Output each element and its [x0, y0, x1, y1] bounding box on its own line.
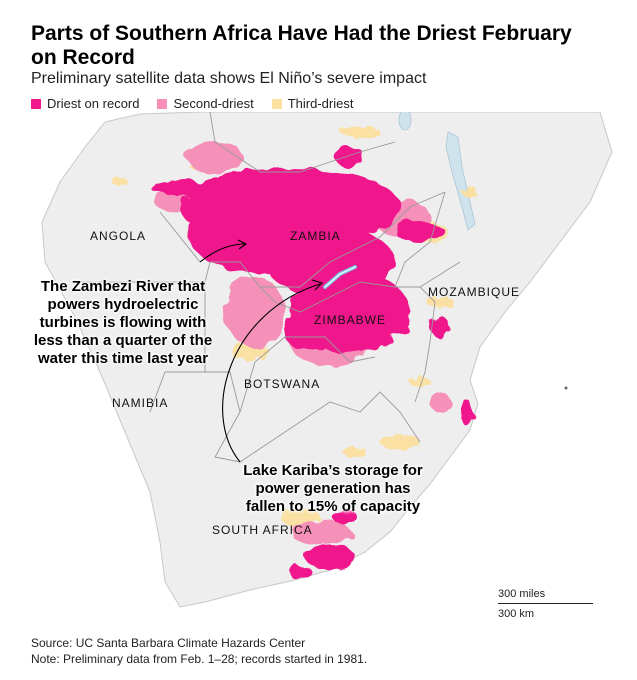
annotation-kariba: Lake Kariba’s storage for power generati… [243, 462, 423, 515]
legend-item-second-driest: Second-driest [157, 96, 254, 111]
legend-swatch-second-driest [157, 98, 168, 109]
scale-bar: 300 miles 300 km [498, 588, 593, 620]
legend-swatch-third-driest [271, 98, 282, 109]
annotation-zambezi: The Zambezi River that powers hydroelect… [33, 278, 213, 367]
label-zimbabwe: ZIMBABWE [314, 313, 386, 327]
lake-malawi [445, 131, 476, 231]
scale-line [498, 603, 593, 604]
zambezi-arrow [199, 243, 246, 263]
legend-swatch-driest [31, 98, 41, 109]
source-text: Source: UC Santa Barbara Climate Hazards… [31, 636, 306, 650]
label-mozambique: MOZAMBIQUE [428, 285, 520, 299]
note-text: Note: Preliminary data from Feb. 1–28; r… [31, 652, 368, 666]
label-botswana: BOTSWANA [244, 377, 320, 391]
legend-item-driest: Driest on record [31, 96, 139, 111]
lake-kariba-inner [324, 266, 356, 288]
lake-tanganyika [398, 109, 412, 131]
island-dot [564, 386, 568, 390]
kariba-arrowhead [311, 279, 324, 291]
legend-item-third-driest: Third-driest [271, 96, 354, 111]
label-zambia: ZAMBIA [290, 229, 341, 243]
legend-label-third-driest: Third-driest [287, 96, 354, 111]
footer: Source: UC Santa Barbara Climate Hazards… [31, 635, 367, 667]
chart-subtitle: Preliminary satellite data shows El Niño… [31, 70, 427, 87]
kariba-arrow [222, 283, 321, 463]
label-namibia: NAMIBIA [112, 396, 168, 410]
legend-label-driest: Driest on record [47, 96, 140, 111]
zambezi-arrowhead [237, 239, 248, 250]
label-angola: ANGOLA [90, 229, 146, 243]
scale-miles: 300 miles [498, 588, 546, 600]
label-south-africa: SOUTH AFRICA [212, 523, 313, 537]
map: ANGOLA ZAMBIA MOZAMBIQUE ZIMBABWE BOTSWA… [0, 109, 637, 632]
legend-label-second-driest: Second-driest [173, 96, 254, 111]
legend: Driest on record Second-driest Third-dri… [31, 96, 353, 111]
scale-km: 300 km [498, 608, 535, 620]
chart-title: Parts of Southern Africa Have Had the Dr… [31, 22, 572, 69]
country-borders [80, 111, 461, 463]
map-svg: ANGOLA ZAMBIA MOZAMBIQUE ZIMBABWE BOTSWA… [41, 109, 613, 608]
